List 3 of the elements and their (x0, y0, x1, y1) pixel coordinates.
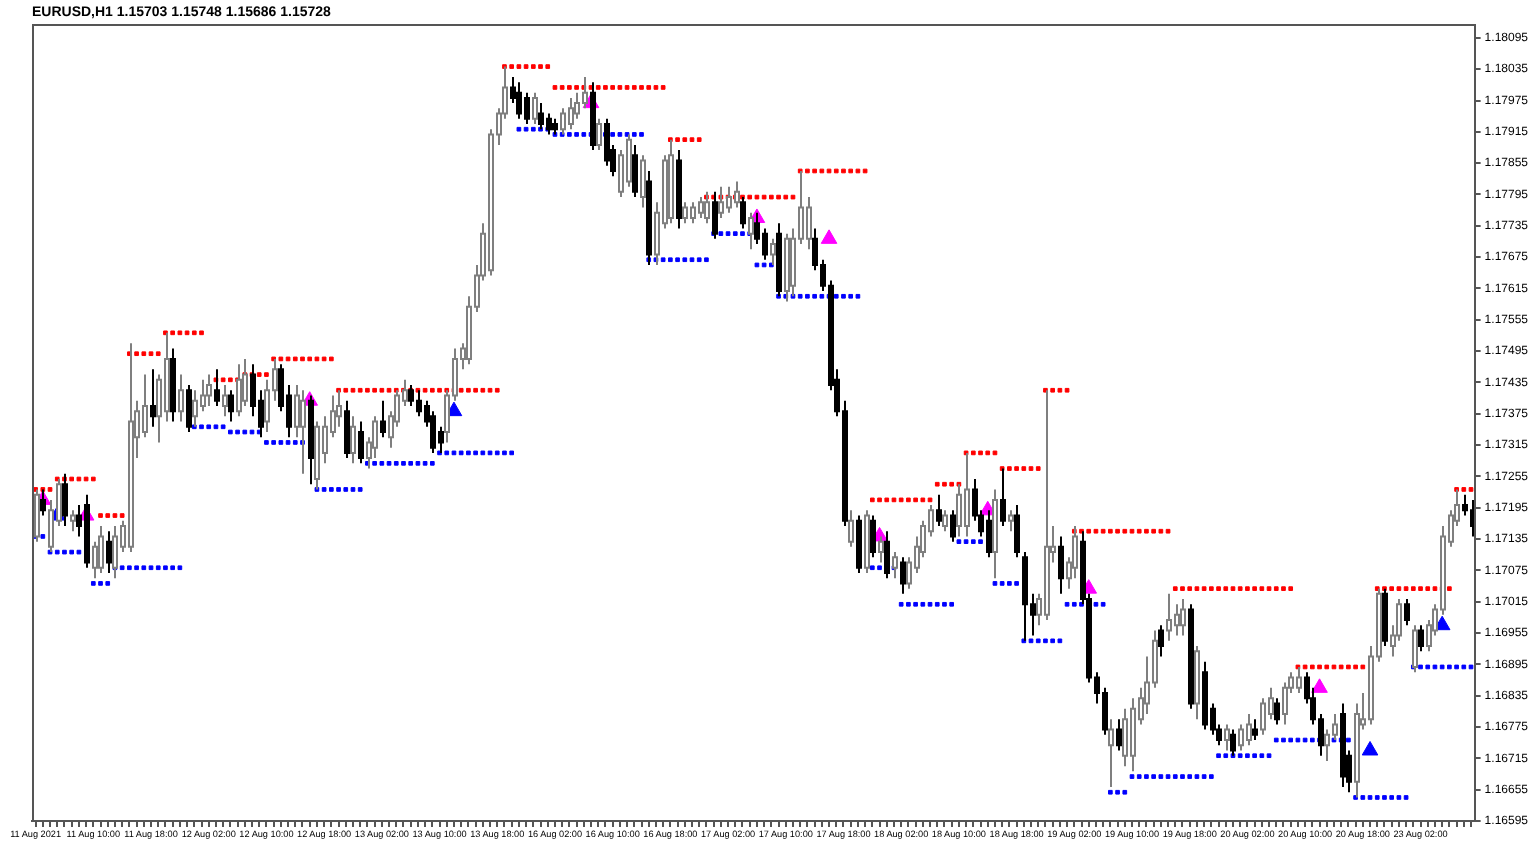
point (1311, 678, 1328, 693)
point (820, 229, 838, 244)
point (1361, 740, 1379, 756)
